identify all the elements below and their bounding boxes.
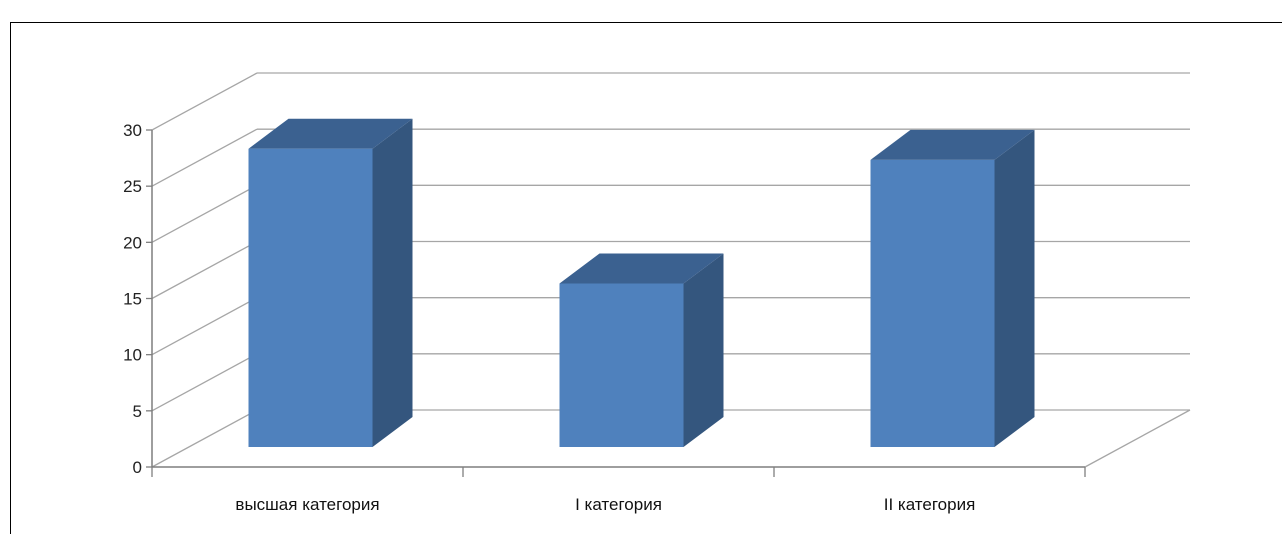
chart-frame	[10, 22, 1282, 534]
y-tick-label: 20	[123, 233, 142, 252]
bars	[248, 118, 1035, 447]
category-label: I категория	[575, 495, 662, 514]
bar-top	[248, 118, 413, 149]
bar-front	[870, 159, 995, 447]
gridline-side	[151, 240, 258, 300]
y-tick-label: 5	[133, 402, 142, 421]
bar-side	[372, 118, 413, 447]
category-label: II категория	[884, 495, 976, 514]
bar-front	[248, 148, 373, 447]
bar-top	[870, 129, 1035, 160]
bar-0	[248, 118, 413, 447]
bar-side	[683, 253, 724, 447]
gridline-side	[151, 184, 258, 243]
bar-side	[994, 129, 1035, 447]
category-label: высшая категория	[235, 495, 379, 514]
gridline-side	[151, 128, 258, 187]
gridline-side	[151, 297, 258, 356]
y-tick-label: 10	[123, 346, 142, 365]
bar-1	[559, 253, 724, 447]
gridline-side	[151, 72, 258, 131]
gridline-side	[151, 353, 258, 412]
y-tick-label: 0	[133, 458, 142, 477]
floor-left-edge	[151, 409, 258, 468]
y-tick-label: 30	[123, 121, 142, 140]
y-tick-label: 25	[123, 177, 142, 196]
bar-front	[559, 283, 684, 447]
bar-2	[870, 129, 1035, 447]
y-tick-label: 15	[123, 290, 142, 309]
floor-right-edge	[1084, 409, 1191, 468]
bar-top	[559, 253, 724, 284]
axes	[146, 129, 1086, 477]
labels: 0 5 10 15 20 25 30 высшая категория I категория I…	[123, 121, 975, 514]
